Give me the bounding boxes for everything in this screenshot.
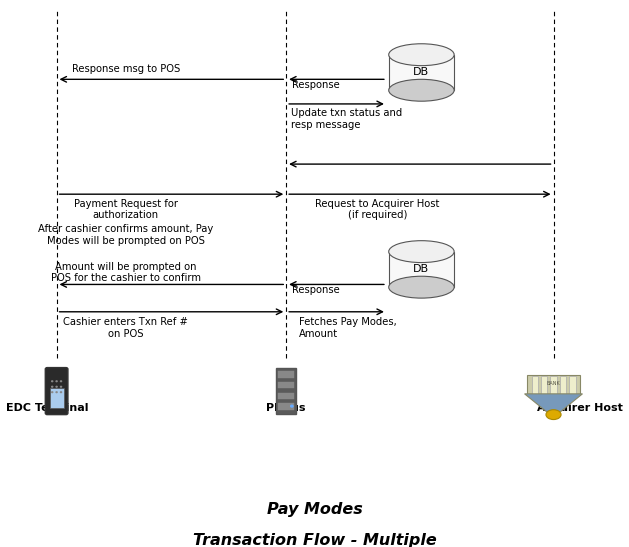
- Ellipse shape: [60, 391, 62, 393]
- Text: Response: Response: [292, 285, 340, 295]
- FancyBboxPatch shape: [541, 376, 547, 394]
- FancyBboxPatch shape: [550, 376, 557, 394]
- Text: Fetches Pay Modes,
Amount: Fetches Pay Modes, Amount: [299, 317, 396, 339]
- FancyBboxPatch shape: [278, 393, 294, 399]
- FancyBboxPatch shape: [276, 368, 296, 415]
- Text: Request to Acquirer Host
(if required): Request to Acquirer Host (if required): [315, 199, 440, 220]
- Text: DB: DB: [413, 67, 430, 78]
- Text: EDC Terminal: EDC Terminal: [6, 403, 89, 413]
- Ellipse shape: [389, 44, 454, 66]
- Polygon shape: [525, 394, 582, 417]
- FancyBboxPatch shape: [278, 404, 294, 410]
- Text: BANK: BANK: [547, 381, 560, 386]
- Text: Transaction Flow - Multiple: Transaction Flow - Multiple: [192, 533, 437, 547]
- Ellipse shape: [51, 391, 53, 393]
- Ellipse shape: [60, 386, 62, 388]
- Text: Response msg to POS: Response msg to POS: [72, 64, 180, 74]
- Text: Plutus: Plutus: [267, 403, 306, 413]
- FancyBboxPatch shape: [527, 375, 580, 394]
- Ellipse shape: [389, 276, 454, 298]
- Text: Payment Request for
authorization: Payment Request for authorization: [74, 199, 178, 220]
- FancyBboxPatch shape: [278, 382, 294, 388]
- FancyBboxPatch shape: [45, 368, 68, 415]
- FancyBboxPatch shape: [532, 376, 538, 394]
- Ellipse shape: [60, 380, 62, 382]
- Ellipse shape: [55, 380, 58, 382]
- Ellipse shape: [389, 241, 454, 263]
- FancyBboxPatch shape: [50, 388, 64, 408]
- FancyBboxPatch shape: [389, 252, 454, 287]
- Text: Pay Modes: Pay Modes: [267, 502, 362, 517]
- Text: DB: DB: [413, 264, 430, 275]
- Ellipse shape: [389, 79, 454, 101]
- Text: Cashier enters Txn Ref #
on POS: Cashier enters Txn Ref # on POS: [64, 317, 188, 339]
- Text: Response: Response: [292, 80, 340, 90]
- Ellipse shape: [51, 380, 53, 382]
- Ellipse shape: [290, 405, 294, 408]
- FancyBboxPatch shape: [569, 376, 576, 394]
- Text: Amount will be prompted on
POS for the cashier to confirm: Amount will be prompted on POS for the c…: [51, 261, 201, 283]
- Text: Update txn status and
resp message: Update txn status and resp message: [291, 108, 402, 130]
- Ellipse shape: [55, 386, 58, 388]
- Ellipse shape: [546, 410, 561, 420]
- Ellipse shape: [55, 391, 58, 393]
- Ellipse shape: [51, 386, 53, 388]
- FancyBboxPatch shape: [278, 371, 294, 377]
- Text: Acquirer Host: Acquirer Host: [537, 403, 623, 413]
- FancyBboxPatch shape: [389, 55, 454, 90]
- Text: After cashier confirms amount, Pay
Modes will be prompted on POS: After cashier confirms amount, Pay Modes…: [38, 224, 213, 246]
- FancyBboxPatch shape: [560, 376, 566, 394]
